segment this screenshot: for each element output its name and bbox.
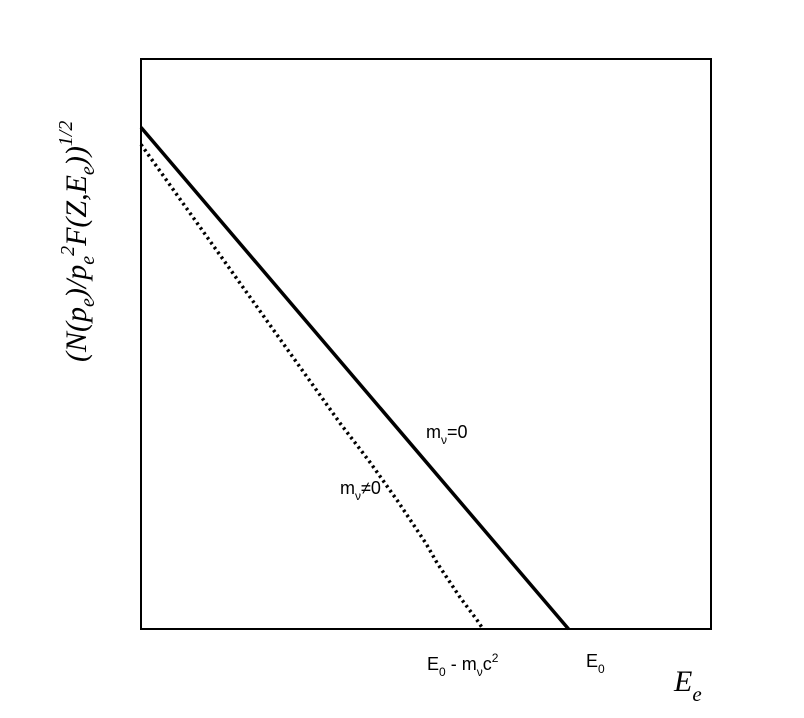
- tick1-rest: - m: [446, 654, 477, 674]
- series-label-massless: mν=0: [426, 422, 468, 447]
- y-label-sub-e-1: e: [77, 298, 99, 307]
- series-line-massless: [139, 126, 570, 631]
- y-axis-label: (N(pe)/pe2F(Z,Ee))1/2: [55, 121, 99, 362]
- y-label-sup-2: 2: [57, 246, 79, 256]
- tick1-e: E: [427, 654, 439, 674]
- series-label-massless-nu: ν: [441, 433, 447, 447]
- series-label-massless-m: m: [426, 422, 441, 442]
- tick1-sq: 2: [492, 651, 499, 665]
- y-label-part-2: )/p: [60, 265, 93, 300]
- series-label-massive: mν≠0: [340, 478, 381, 503]
- tick2-zero: 0: [598, 662, 605, 676]
- y-label-sup-half: 1/2: [55, 121, 77, 147]
- y-label-part-4: )): [60, 146, 93, 168]
- tick-label-e0-minus-mnu-c2: E0 - mνc2: [427, 651, 499, 679]
- y-label-sub-e-2: e: [77, 256, 99, 265]
- x-axis-label-sub: e: [692, 682, 701, 706]
- series-line-massive: [139, 143, 485, 630]
- x-axis-label-main: E: [673, 665, 692, 698]
- plot-frame: [140, 58, 712, 630]
- y-label-sub-e-3: e: [77, 166, 99, 175]
- series-label-massive-rest: ≠0: [361, 478, 381, 498]
- series-label-massive-m: m: [340, 478, 355, 498]
- tick1-zero: 0: [439, 665, 446, 679]
- series-label-massive-nu: ν: [355, 489, 361, 503]
- x-axis-label: Ee: [673, 665, 702, 706]
- y-label-part-3: F(Z,E: [60, 175, 93, 247]
- tick-label-e0: E0: [586, 651, 605, 676]
- series-label-massless-rest: =0: [447, 422, 468, 442]
- tick1-nu: ν: [477, 665, 483, 679]
- tick2-e: E: [586, 651, 598, 671]
- y-label-part-1: (N(p: [60, 307, 93, 362]
- tick1-c: c: [483, 654, 492, 674]
